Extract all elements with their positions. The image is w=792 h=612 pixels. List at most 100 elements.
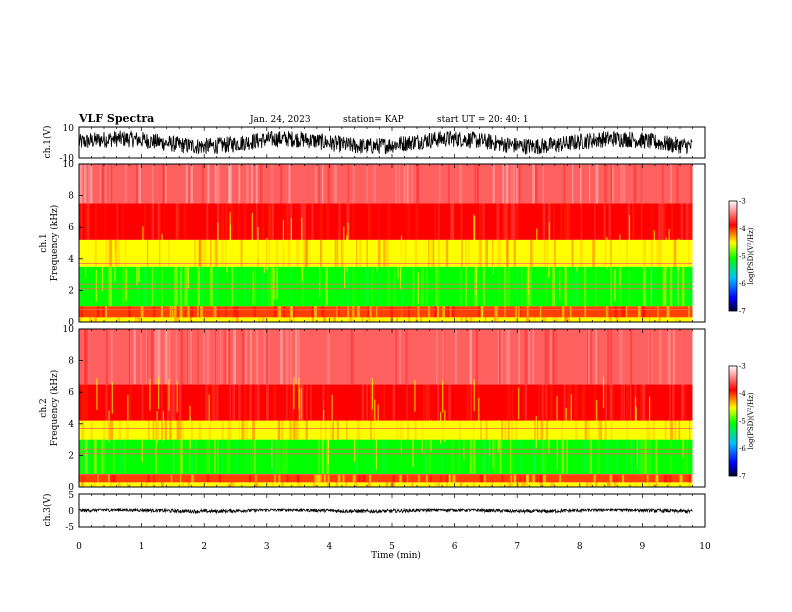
ch1-spectrogram-texture-strip — [576, 266, 579, 307]
ch2-spectrogram-texture-strip — [398, 329, 402, 385]
ch1-colorbar-tick-3: -6 — [739, 280, 746, 288]
ch1-spectrogram-texture-strip — [173, 266, 176, 307]
ch2-spectrogram-texture-strip — [226, 329, 229, 385]
ch1-spectrogram-texture-strip — [650, 239, 653, 267]
ch2-spectrogram-texture-strip — [190, 439, 194, 475]
ch1-spectrogram-texture-strip — [311, 317, 314, 322]
ch1-spectrogram-texture-strip — [499, 239, 502, 267]
ch1-spectrogram-texture-strip — [567, 203, 570, 240]
ch1-spectrogram-burst — [226, 240, 228, 273]
ch2-spectrogram-burst — [442, 380, 444, 413]
ch2-spectrogram-texture-strip — [426, 384, 430, 421]
ch1-spectrogram-burst — [678, 238, 680, 271]
ch1-spectrogram-texture-strip — [296, 239, 300, 267]
ch1-spectrogram-texture-strip — [483, 266, 485, 307]
ch1-spectrogram-burst — [276, 267, 278, 299]
ch1-spectrogram-texture-strip — [626, 239, 628, 267]
ch1-spectrogram-texture-strip — [512, 203, 516, 240]
ch2-spectrogram-texture-strip — [486, 420, 488, 440]
ch1-spectrogram-burst — [301, 249, 303, 282]
ch2-spectrogram-burst — [473, 379, 475, 412]
ch1-spectrogram-burst — [548, 246, 550, 278]
ch1-spectrogram-burst — [614, 269, 616, 301]
ch2-spectrogram-texture-strip — [194, 439, 197, 475]
ch1-spectrogram-texture-strip — [411, 164, 413, 204]
ch2-spectrogram-burst — [570, 394, 572, 427]
ch1-spectrogram-ylabel-channel: ch.1 — [39, 233, 49, 252]
ch1-spectrogram-texture-strip — [288, 164, 291, 204]
ch2-spectrogram-texture-strip — [541, 439, 543, 475]
ch2-spectrogram-texture-strip — [399, 474, 402, 483]
ch2-spectrogram-burst — [430, 420, 432, 452]
ch2-spectrogram-texture-strip — [571, 482, 573, 487]
ch2-spectrogram-texture-strip — [247, 439, 249, 475]
ch2-spectrogram-texture-strip — [385, 482, 388, 487]
ch2-spectrogram-texture-strip — [458, 439, 461, 475]
ch1-spectrogram-texture-strip — [80, 317, 82, 322]
ch1-spectrogram-texture-strip — [580, 164, 582, 204]
ch2-spectrogram-texture-strip — [286, 474, 289, 483]
ch1-spectrogram-ytick-3: 6 — [68, 223, 74, 233]
ch2-spectrogram-texture-strip — [164, 420, 167, 440]
ch1-spectrogram-texture-strip — [386, 239, 390, 267]
ch1-spectrogram-texture-strip — [379, 317, 381, 322]
ch2-spectrogram-texture-strip — [90, 420, 93, 440]
ch2-spectrogram-texture-strip — [227, 439, 230, 475]
ch1-colorbar-ticks: -3 -4 -5 -6 -7 — [739, 198, 746, 316]
ch2-spectrogram-texture-strip — [161, 384, 163, 421]
ch2-spectrogram-texture-strip — [561, 420, 563, 440]
ch2-spectrogram-texture-strip — [589, 439, 592, 475]
ch2-spectrogram-texture-strip — [620, 384, 623, 421]
ch2-spectrogram-texture-strip — [406, 474, 409, 483]
ch1-spectrogram-texture-strip — [527, 317, 531, 322]
ch2-spectrogram-texture-strip — [342, 474, 345, 483]
ch1-spectrogram-texture-strip — [318, 164, 320, 204]
ch2-spectrogram-texture-strip — [552, 329, 555, 385]
ch2-spectrogram-texture-strip — [336, 420, 339, 440]
ch2-spectrogram-texture-strip — [616, 474, 618, 483]
ch2-spectrogram-texture-strip — [229, 420, 232, 440]
ch2-spectrogram-texture-strip — [110, 329, 113, 385]
ch2-spectrogram-ytick-3: 6 — [68, 388, 74, 398]
time-tick-label-10: 10 — [699, 542, 711, 552]
ch1-spectrogram-texture-strip — [678, 317, 680, 322]
ch1-spectrogram-texture-strip — [164, 164, 167, 204]
ch2-spectrogram-texture-strip — [329, 420, 332, 440]
ch1-spectrogram-texture-strip — [609, 239, 613, 267]
ch1-spectrogram-texture-strip — [352, 266, 354, 307]
ch2-spectrogram-texture-strip — [92, 482, 96, 487]
ch1-spectrogram-texture-strip — [504, 266, 506, 307]
ch2-spectrogram-texture-strip — [688, 474, 691, 483]
ch2-spectrogram-texture-strip — [178, 420, 181, 440]
ch1-spectrogram-texture-strip — [395, 317, 398, 322]
ch1-spectrogram-texture-strip — [604, 203, 606, 240]
ch2-spectrogram-texture-strip — [327, 384, 329, 421]
ch1-spectrogram-texture-strip — [333, 317, 336, 322]
ch2-spectrogram-texture-strip — [534, 420, 536, 440]
ch2-spectrogram-burst — [141, 430, 143, 463]
ch1-spectrogram-texture-strip — [207, 164, 210, 204]
ch2-spectrogram-texture-strip — [356, 439, 358, 475]
ch2-spectrogram-texture-strip — [519, 439, 522, 475]
ch1-spectrogram-texture-strip — [373, 164, 376, 204]
ch2-spectrogram-texture-strip — [218, 474, 221, 483]
ch2-spectrogram-texture-strip — [655, 474, 659, 483]
ch1-spectrogram-texture-strip — [403, 164, 407, 204]
ch1-spectrogram-texture-strip — [110, 266, 112, 307]
ch1-spectrogram-texture-strip — [152, 164, 154, 204]
ch1-spectrogram-texture-strip — [502, 203, 505, 240]
ch1-spectrogram-texture-strip — [214, 164, 217, 204]
ch2-spectrogram-texture-strip — [643, 439, 647, 475]
ch2-spectrogram-texture-strip — [538, 384, 540, 421]
ch1-spectrogram-texture-strip — [546, 239, 549, 267]
ch2-spectrogram-texture-strip — [540, 420, 544, 440]
ch2-spectrogram-burst — [298, 377, 300, 410]
ch1-colorbar-tick-0: -3 — [739, 198, 746, 206]
ch2-spectrogram-texture-strip — [435, 329, 438, 385]
ch2-spectrogram-texture-strip — [491, 482, 493, 487]
ch2-spectrogram-texture-strip — [497, 329, 499, 385]
ch1-spectrogram-burst — [653, 230, 655, 262]
ch1-spectrogram-texture-strip — [434, 203, 437, 240]
ch1-spectrogram-texture-strip — [135, 317, 137, 322]
ch2-spectrogram-texture-strip — [129, 384, 131, 421]
